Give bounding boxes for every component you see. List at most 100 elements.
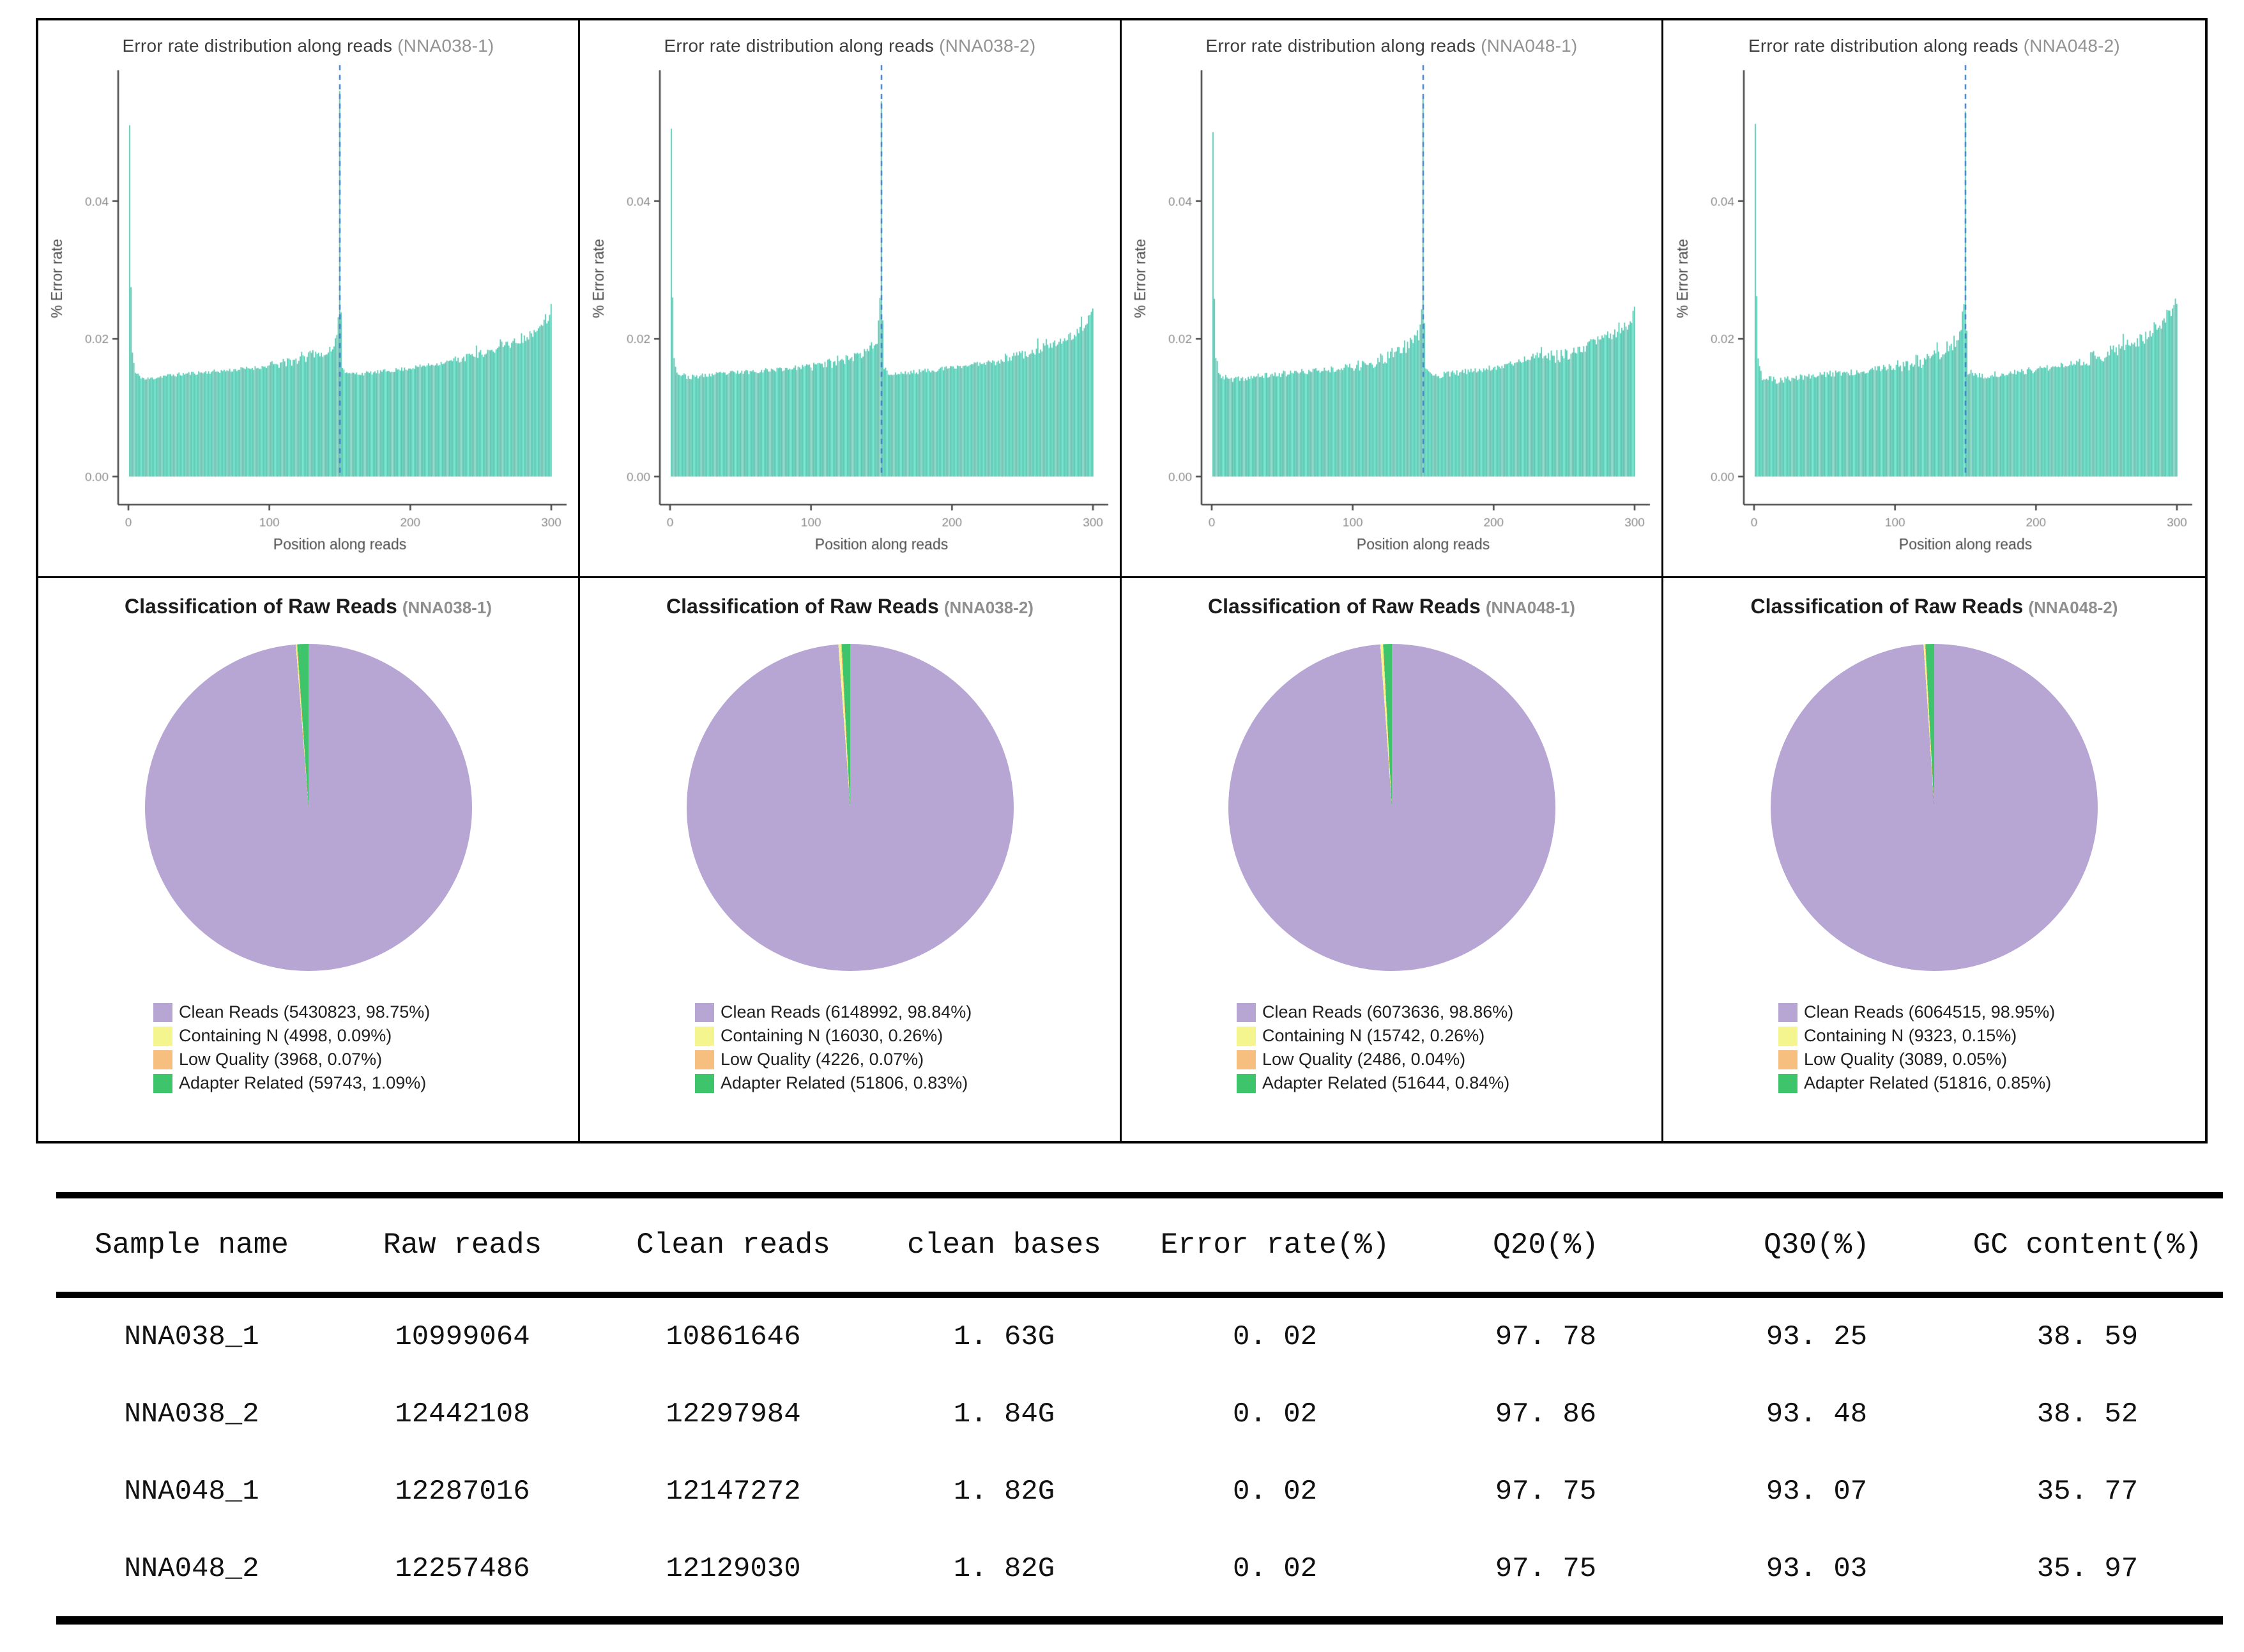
cell-raw-reads: 12442108 <box>395 1398 530 1430</box>
cell-error-rate: 0. 02 <box>1232 1398 1318 1430</box>
cell-clean-reads: 12147272 <box>666 1475 801 1508</box>
legend-label: Containing N (15742, 0.26%) <box>1262 1026 1485 1045</box>
figure-grid: Error rate distribution along reads (NNA0… <box>36 18 2208 1143</box>
pie-chart-title: Classification of Raw Reads (NNA048-1) <box>1122 595 1661 618</box>
cell-gc-content: 35. 77 <box>2036 1475 2139 1508</box>
col-header-error-rate: Error rate(%) <box>1160 1228 1390 1262</box>
error-chart-panel-NNA038-2: Error rate distribution along reads (NNA0… <box>580 20 1122 578</box>
legend-swatch <box>153 1026 172 1046</box>
table-bottom-rule <box>56 1616 2223 1625</box>
legend-item-low-quality: Low Quality (4226, 0.07%) <box>695 1048 1120 1071</box>
legend-label: Containing N (16030, 0.26%) <box>721 1026 943 1045</box>
cell-sample-name: NNA038_1 <box>124 1320 259 1353</box>
table-header-rule <box>56 1292 2223 1298</box>
cell-q20: 97. 86 <box>1495 1398 1597 1430</box>
legend-swatch <box>153 1073 172 1093</box>
cell-gc-content: 38. 52 <box>2036 1398 2139 1430</box>
legend-item-low-quality: Low Quality (2486, 0.04%) <box>1237 1048 1661 1071</box>
legend-swatch <box>695 1073 714 1093</box>
legend-label: Adapter Related (51816, 0.85%) <box>1804 1073 2052 1092</box>
pie-title-text: Classification of Raw Reads <box>125 595 397 618</box>
raw-reads-pie <box>686 644 1014 971</box>
legend-label: Clean Reads (6148992, 98.84%) <box>721 1002 972 1021</box>
legend-label: Low Quality (4226, 0.07%) <box>721 1050 924 1069</box>
chart-title-text: Error rate distribution along reads <box>1748 36 2019 56</box>
legend-item-containing-n: Containing N (15742, 0.26%) <box>1237 1024 1661 1048</box>
legend-swatch <box>1778 1050 1797 1069</box>
pie-sample-label: (NNA048-1) <box>1485 598 1575 617</box>
legend-label: Adapter Related (59743, 1.09%) <box>179 1073 427 1092</box>
legend-label: Containing N (9323, 0.15%) <box>1804 1026 2017 1045</box>
pie-sample-label: (NNA038-1) <box>402 598 492 617</box>
pie-sample-label: (NNA038-2) <box>943 598 1034 617</box>
chart-title-text: Error rate distribution along reads <box>122 36 393 56</box>
legend-swatch <box>695 1050 714 1069</box>
pie-chart-title: Classification of Raw Reads (NNA038-1) <box>38 595 578 618</box>
pie-panel-NNA048-1: Classification of Raw Reads (NNA048-1) Cl… <box>1122 578 1663 1141</box>
pie-chart-title: Classification of Raw Reads (NNA038-2) <box>580 595 1120 618</box>
table-row: NNA038_2 12442108 12297984 1. 84G 0. 02 … <box>56 1375 2223 1453</box>
qc-summary-table: Sample name Raw reads Clean reads clean … <box>56 1192 2223 1625</box>
cell-sample-name: NNA038_2 <box>124 1398 259 1430</box>
chart-sample-label: (NNA048-1) <box>1481 36 1578 56</box>
col-header-q30: Q30(%) <box>1764 1228 1870 1262</box>
pie-legend: Clean Reads (6148992, 98.84%) Containing… <box>695 1000 1120 1095</box>
legend-swatch <box>695 1026 714 1046</box>
chart-sample-label: (NNA038-1) <box>397 36 494 56</box>
legend-item-adapter-related: Adapter Related (51644, 0.84%) <box>1237 1071 1661 1095</box>
cell-clean-reads: 12297984 <box>666 1398 801 1430</box>
table-top-rule <box>56 1192 2223 1198</box>
legend-item-low-quality: Low Quality (3089, 0.05%) <box>1778 1048 2205 1071</box>
legend-item-containing-n: Containing N (9323, 0.15%) <box>1778 1024 2205 1048</box>
pie-sample-label: (NNA048-2) <box>2028 598 2118 617</box>
col-header-clean-reads: Clean reads <box>636 1228 830 1262</box>
cell-clean-bases: 1. 82G <box>953 1475 1055 1508</box>
raw-reads-pie <box>1228 644 1555 971</box>
legend-label: Clean Reads (6073636, 98.86%) <box>1262 1002 1514 1021</box>
error-chart-title: Error rate distribution along reads (NNA0… <box>1663 36 2205 56</box>
legend-swatch <box>1237 1026 1256 1046</box>
cell-clean-bases: 1. 84G <box>953 1398 1055 1430</box>
pie-legend: Clean Reads (5430823, 98.75%) Containing… <box>153 1000 578 1095</box>
legend-item-clean-reads: Clean Reads (6073636, 98.86%) <box>1237 1000 1661 1024</box>
cell-q20: 97. 75 <box>1495 1552 1597 1585</box>
legend-swatch <box>153 1002 172 1022</box>
legend-item-clean-reads: Clean Reads (5430823, 98.75%) <box>153 1000 578 1024</box>
legend-item-adapter-related: Adapter Related (51816, 0.85%) <box>1778 1071 2205 1095</box>
legend-swatch <box>1778 1026 1797 1046</box>
legend-item-low-quality: Low Quality (3968, 0.07%) <box>153 1048 578 1071</box>
pie-panel-NNA038-1: Classification of Raw Reads (NNA038-1) Cl… <box>38 578 580 1141</box>
cell-raw-reads: 12257486 <box>395 1552 530 1585</box>
cell-sample-name: NNA048_2 <box>124 1552 259 1585</box>
cell-q30: 93. 48 <box>1766 1398 1868 1430</box>
cell-error-rate: 0. 02 <box>1232 1320 1318 1353</box>
legend-label: Clean Reads (5430823, 98.75%) <box>179 1002 431 1021</box>
legend-label: Clean Reads (6064515, 98.95%) <box>1804 1002 2056 1021</box>
legend-label: Adapter Related (51806, 0.83%) <box>721 1073 968 1092</box>
legend-item-containing-n: Containing N (4998, 0.09%) <box>153 1024 578 1048</box>
cell-raw-reads: 12287016 <box>395 1475 530 1508</box>
pie-title-text: Classification of Raw Reads <box>666 595 939 618</box>
legend-swatch <box>1237 1002 1256 1022</box>
cell-q30: 93. 07 <box>1766 1475 1868 1508</box>
cell-gc-content: 35. 97 <box>2036 1552 2139 1585</box>
legend-item-clean-reads: Clean Reads (6148992, 98.84%) <box>695 1000 1120 1024</box>
col-header-q20: Q20(%) <box>1493 1228 1599 1262</box>
cell-clean-reads: 12129030 <box>666 1552 801 1585</box>
error-chart-panel-NNA038-1: Error rate distribution along reads (NNA0… <box>38 20 580 578</box>
cell-raw-reads: 10999064 <box>395 1320 530 1353</box>
legend-item-adapter-related: Adapter Related (51806, 0.83%) <box>695 1071 1120 1095</box>
pie-title-text: Classification of Raw Reads <box>1750 595 2024 618</box>
chart-title-text: Error rate distribution along reads <box>664 36 935 56</box>
error-rate-histogram <box>40 57 577 567</box>
col-header-clean-bases: clean bases <box>907 1228 1101 1262</box>
cell-clean-bases: 1. 63G <box>953 1320 1055 1353</box>
legend-item-adapter-related: Adapter Related (59743, 1.09%) <box>153 1071 578 1095</box>
pie-chart-title: Classification of Raw Reads (NNA048-2) <box>1663 595 2205 618</box>
legend-label: Adapter Related (51644, 0.84%) <box>1262 1073 1510 1092</box>
pie-legend: Clean Reads (6064515, 98.95%) Containing… <box>1778 1000 2205 1095</box>
error-rate-histogram <box>1123 57 1660 567</box>
pie-title-text: Classification of Raw Reads <box>1208 595 1481 618</box>
error-chart-panel-NNA048-1: Error rate distribution along reads (NNA0… <box>1122 20 1663 578</box>
table-bottom-gap <box>56 1607 2223 1616</box>
